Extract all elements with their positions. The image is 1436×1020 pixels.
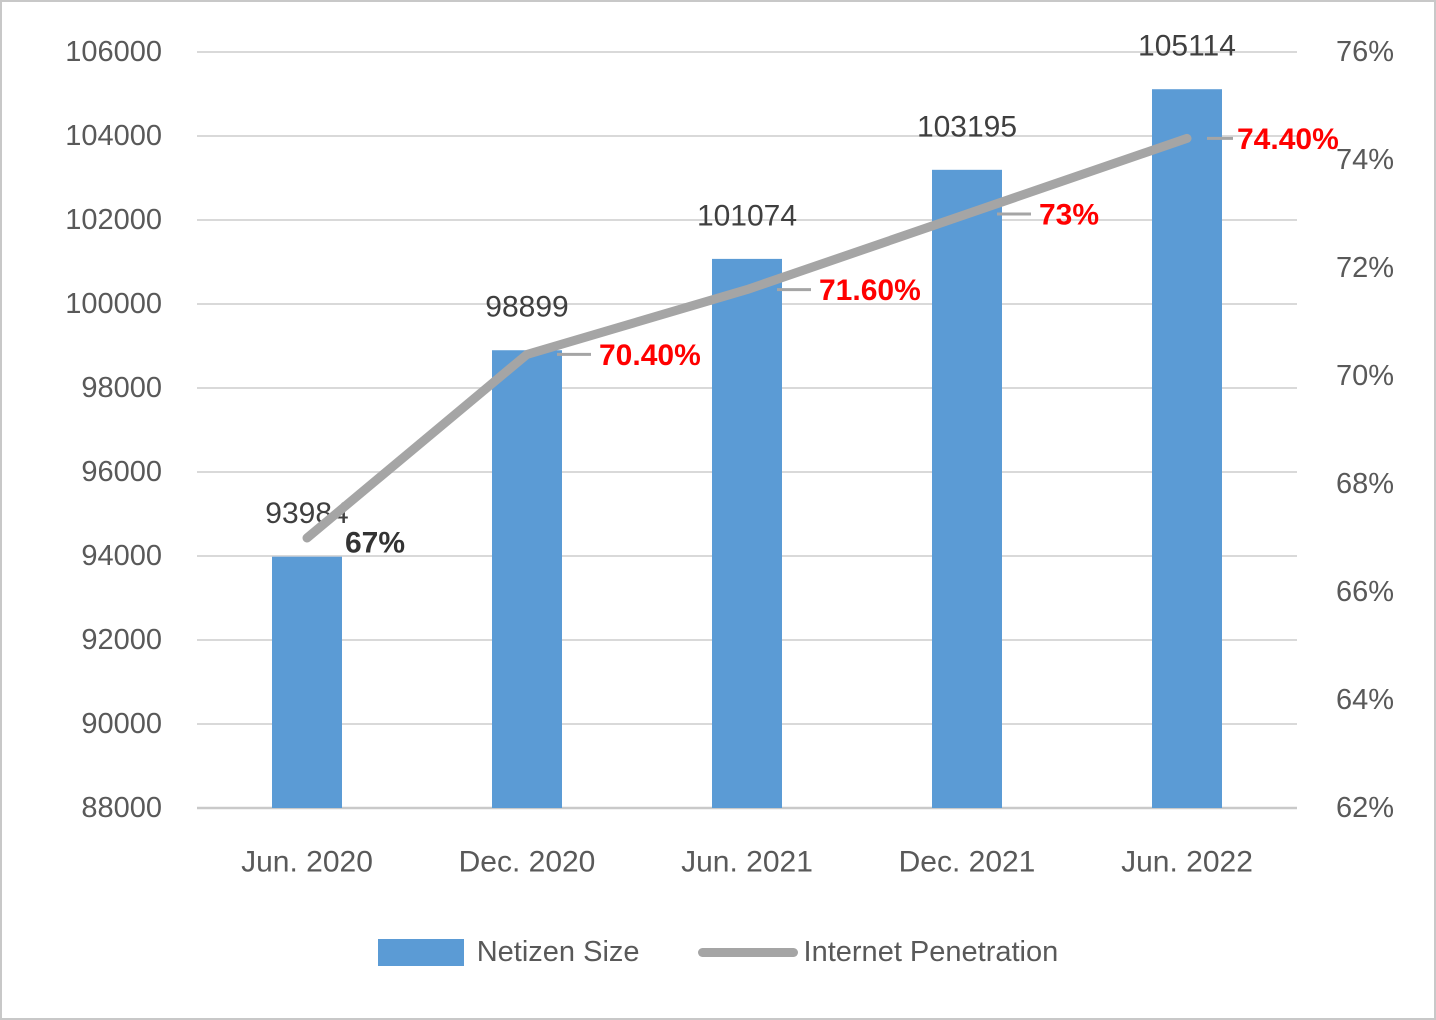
left-axis-tick-label: 94000	[81, 540, 162, 572]
bar-data-label: 101074	[697, 199, 797, 232]
left-axis-tick-label: 88000	[81, 792, 162, 824]
bar-data-label: 103195	[917, 110, 1017, 143]
line-data-label: 70.40%	[599, 339, 701, 372]
bar-netizen-size	[712, 258, 782, 809]
left-axis-tick-label: 92000	[81, 624, 162, 656]
right-axis-tick-label: 70%	[1336, 360, 1394, 392]
right-axis-tick-label: 66%	[1336, 576, 1394, 608]
legend-label-netizen-size: Netizen Size	[476, 935, 640, 968]
bar-netizen-size	[932, 169, 1002, 808]
line-data-label: 71.60%	[819, 274, 921, 307]
legend-label-internet-penetration: Internet Penetration	[803, 935, 1059, 968]
left-axis-tick-label: 100000	[65, 288, 162, 320]
bar-netizen-size	[272, 556, 342, 808]
line-internet-penetration	[302, 133, 1192, 543]
legend-line-swatch	[697, 947, 798, 957]
x-axis-category-label: Jun. 2022	[1121, 846, 1253, 879]
x-axis-category-label: Jun. 2021	[681, 846, 813, 879]
line-data-label: 74.40%	[1237, 123, 1339, 156]
right-axis-tick-label: 76%	[1336, 36, 1394, 68]
bar-netizen-size	[1152, 89, 1222, 809]
right-axis-tick-label: 72%	[1336, 252, 1394, 284]
bar-data-label: 98899	[485, 291, 568, 324]
left-axis-tick-label: 98000	[81, 372, 162, 404]
right-axis-tick-label: 68%	[1336, 468, 1394, 500]
x-axis-category-label: Dec. 2021	[899, 846, 1036, 879]
bar-data-label: 105114	[1138, 30, 1236, 63]
legend-item-netizen-size: Netizen Size	[377, 935, 640, 969]
left-axis-tick-label: 104000	[65, 120, 162, 152]
left-axis-tick-label: 106000	[65, 36, 162, 68]
x-axis-category-label: Jun. 2020	[241, 846, 373, 879]
legend-item-internet-penetration: Internet Penetration	[697, 935, 1059, 969]
legend: Netizen Size Internet Penetration	[2, 932, 1434, 972]
line-data-label: 67%	[345, 527, 405, 560]
left-axis-tick-label: 96000	[81, 456, 162, 488]
legend-bar-swatch	[377, 938, 464, 966]
bar-netizen-size	[492, 350, 562, 808]
left-axis-tick-label: 90000	[81, 708, 162, 740]
left-axis-tick-label: 102000	[65, 204, 162, 236]
right-axis-tick-label: 64%	[1336, 684, 1394, 716]
right-axis-tick-label: 62%	[1336, 792, 1394, 824]
x-axis-category-label: Dec. 2020	[459, 846, 596, 879]
right-axis-tick-label: 74%	[1336, 144, 1394, 176]
line-data-label: 73%	[1039, 199, 1099, 232]
